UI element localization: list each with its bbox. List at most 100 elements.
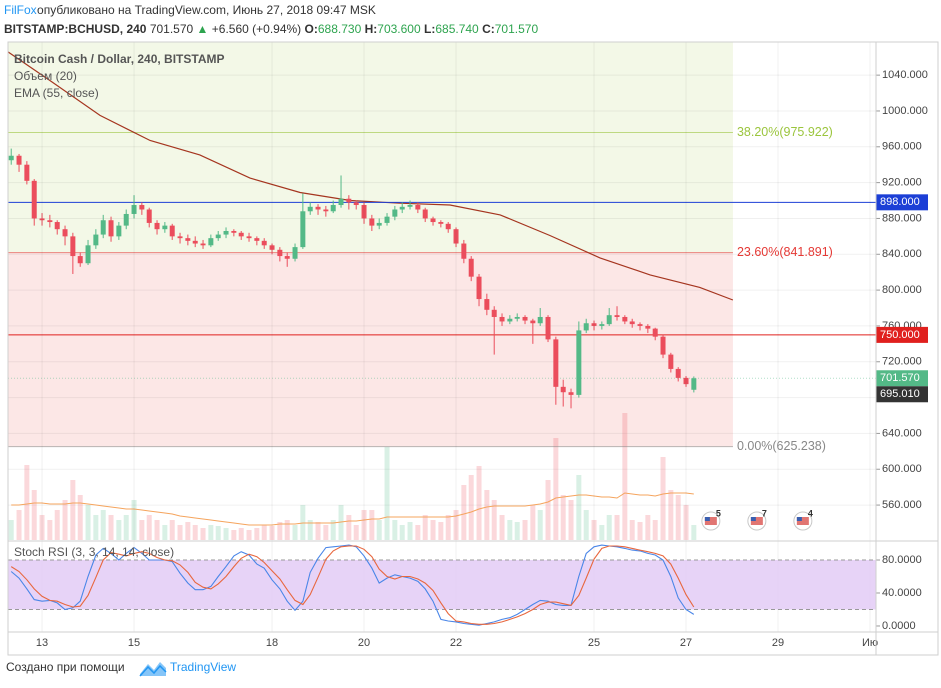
candle-body [238, 232, 244, 237]
candle-body [545, 316, 551, 340]
event-marker [747, 511, 767, 531]
volume-bar [453, 510, 459, 540]
candle-body [8, 155, 14, 161]
volume-bar [116, 520, 122, 540]
event-flag [796, 517, 809, 525]
y-tick-label: 40.0000 [882, 587, 922, 599]
candle-body [499, 316, 505, 322]
candle-body [62, 229, 68, 237]
event-marker [793, 511, 813, 531]
brand-logo [139, 662, 167, 677]
published: опубликовано на TradingView.com, Июнь 27… [37, 3, 376, 17]
y-tick-label: 600.000 [882, 463, 922, 475]
y-tick-label: 1000.000 [882, 105, 928, 117]
x-tick-label: 27 [680, 637, 692, 649]
volume-bar [330, 520, 336, 540]
volume-bar [376, 520, 382, 540]
volume-bar [537, 510, 543, 540]
volume-bar [70, 480, 76, 540]
volume-bar [269, 526, 275, 540]
candle-body [300, 211, 306, 248]
volume-bar [131, 500, 137, 540]
y-tick-label: 640.000 [882, 427, 922, 439]
volume-bar [499, 515, 505, 540]
candle-body [192, 240, 198, 244]
fib-zone [8, 252, 733, 447]
author: FilFox [4, 3, 37, 17]
candle-body [231, 230, 237, 233]
legend-entry: EMA (55, close) [14, 86, 99, 100]
volume-bar [31, 490, 37, 540]
candle-body [31, 180, 37, 219]
candle-body [223, 230, 229, 235]
y-tick-label: 1040.000 [882, 69, 928, 81]
candle-body [200, 243, 206, 246]
volume-bar [614, 515, 620, 540]
candle-body [407, 205, 413, 207]
volume-bar [553, 438, 559, 540]
price-box-label: 750.000 [880, 329, 920, 341]
volume-bar [384, 447, 390, 540]
ohlc-label: L: [424, 22, 435, 36]
volume-bar [47, 520, 53, 540]
candle-body [353, 202, 359, 206]
volume-bar [683, 505, 689, 540]
volume-bar [484, 490, 490, 540]
ohlc-value: 685.740 [435, 22, 479, 36]
candle-body [514, 316, 520, 319]
event-count: 7 [762, 508, 767, 518]
candle-body [537, 316, 543, 324]
event-count: 5 [716, 508, 721, 518]
event-marker [701, 511, 721, 531]
volume-bar [468, 475, 474, 540]
volume-bar [108, 515, 114, 540]
volume-ma [11, 492, 694, 526]
y-tick-label: 800.000 [882, 284, 922, 296]
volume-bar [93, 515, 99, 540]
candle-body [261, 240, 267, 246]
volume-bar [507, 520, 513, 540]
candle-body [591, 323, 597, 326]
volume-bar [238, 528, 244, 540]
candle-body [277, 249, 283, 257]
volume-bar [353, 525, 359, 540]
candle-body [376, 222, 382, 226]
price-box [876, 326, 928, 343]
candle-body [292, 247, 298, 259]
candle-body [453, 229, 459, 244]
legend-entry: Объем (20) [14, 69, 77, 83]
candle-body [100, 220, 106, 235]
ohlc-label: H: [365, 22, 378, 36]
volume-bar [185, 522, 191, 540]
y-tick-label: 960.000 [882, 141, 922, 153]
pane-title: Stoch RSI (3, 3, 14, 14, close) [14, 545, 174, 559]
volume-bar [622, 413, 628, 540]
volume-bar [177, 525, 183, 540]
x-tick-label: 13 [36, 637, 48, 649]
candle-body [123, 213, 129, 226]
volume-bar [284, 520, 290, 540]
volume-bar [85, 505, 91, 540]
volume-bar [629, 520, 635, 540]
candle-body [560, 386, 566, 393]
volume-bar [568, 500, 574, 540]
candle-body [70, 236, 76, 257]
event-flag [796, 517, 802, 521]
candle-body [361, 205, 367, 219]
candle-body [476, 276, 482, 300]
candle-body [338, 198, 344, 206]
volume-bar [146, 515, 152, 540]
volume-bar [54, 510, 60, 540]
candle-body [668, 354, 674, 369]
event-flag [704, 517, 717, 525]
volume-bar [154, 520, 160, 540]
volume-bar [576, 475, 582, 540]
volume-bar [545, 480, 551, 540]
candle-body [185, 238, 191, 241]
x-tick-label: 29 [772, 637, 784, 649]
y-tick-label: 0.0000 [882, 620, 916, 632]
candle-body [522, 316, 528, 321]
volume-bar [169, 520, 175, 540]
candle-body [177, 236, 183, 239]
